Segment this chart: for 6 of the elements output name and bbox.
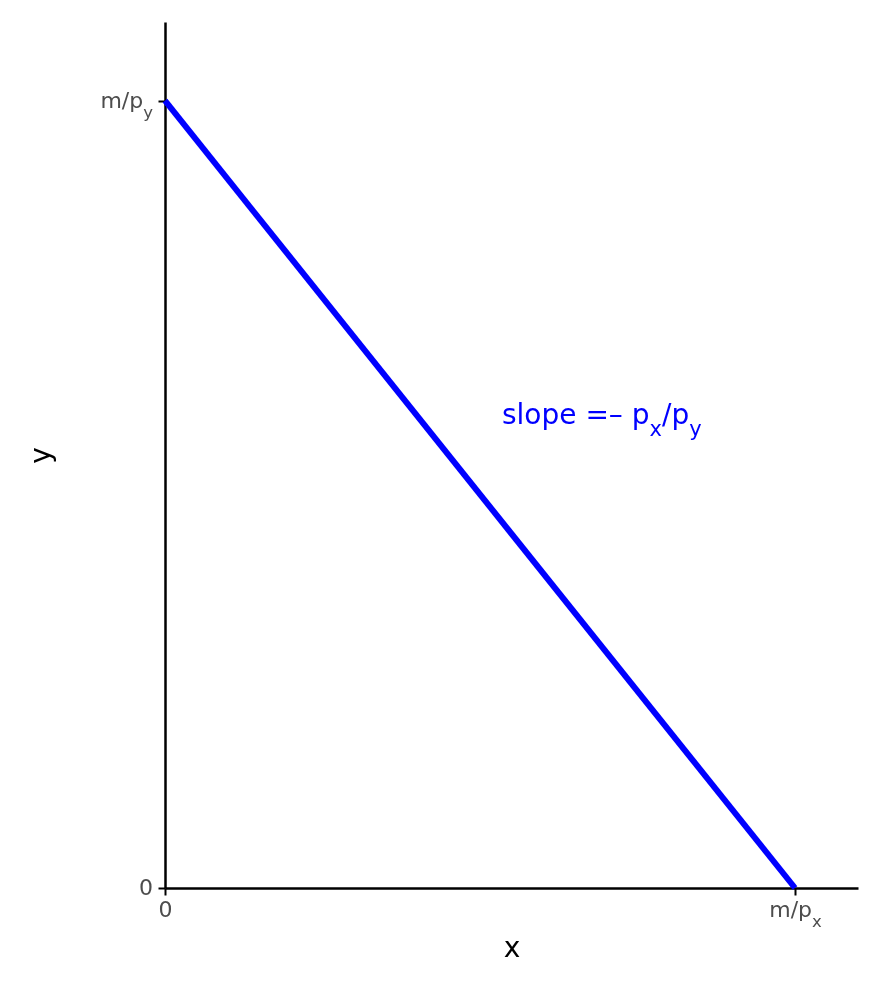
- x-axis-title: x: [503, 930, 521, 964]
- annotation: 0: [139, 875, 153, 900]
- x-tick-label: m/p$_{x}$: [769, 896, 823, 930]
- annotation: m/p$_{y}$: [100, 87, 154, 122]
- annotation: slope =– p$_{x}$/p$_{y}$: [502, 398, 702, 442]
- y-axis-title: y: [23, 447, 57, 464]
